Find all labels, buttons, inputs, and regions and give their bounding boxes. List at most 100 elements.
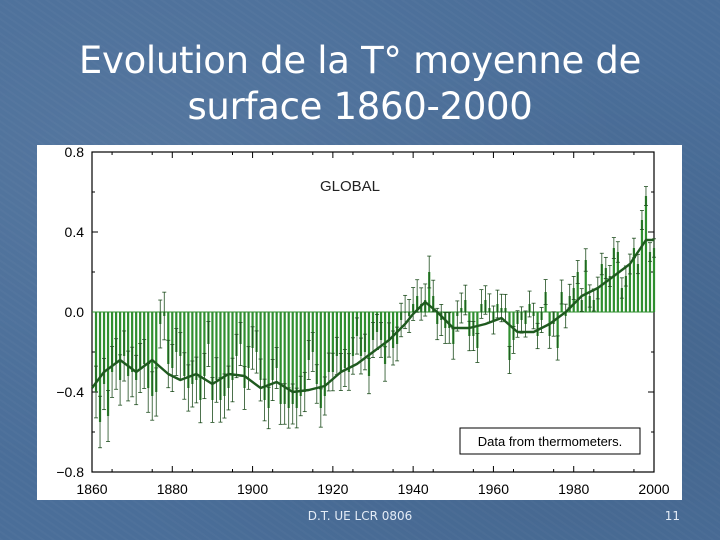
temperature-bar — [476, 312, 479, 348]
temperature-bar — [106, 312, 110, 416]
temperature-bar — [428, 272, 431, 312]
temperature-bar — [287, 312, 290, 408]
temperature-bar — [319, 312, 322, 408]
temperature-bar — [612, 248, 615, 312]
temperature-bar — [383, 312, 387, 364]
temperature-bar — [648, 252, 652, 312]
temperature-bar — [628, 264, 632, 312]
temperature-bar — [331, 312, 334, 372]
temperature-bar — [275, 312, 278, 368]
temperature-bar — [652, 248, 656, 312]
x-tick-label: 1940 — [398, 481, 429, 497]
temperature-bar — [219, 312, 222, 400]
temperature-bar — [247, 312, 250, 368]
y-tick-label: −0.4 — [56, 384, 84, 400]
temperature-bar — [335, 312, 338, 356]
temperature-bar — [303, 312, 306, 392]
temperature-bar — [295, 312, 298, 408]
temperature-bar — [343, 312, 347, 368]
temperature-bar — [271, 312, 274, 380]
temperature-bar — [644, 196, 648, 312]
temperature-bar — [339, 312, 342, 372]
temperature-bar — [596, 288, 599, 312]
temperature-bar — [131, 312, 134, 372]
temperature-bar — [211, 312, 214, 400]
temperature-bar — [283, 312, 286, 404]
temperature-bar — [139, 312, 142, 368]
temperature-bar — [640, 220, 644, 312]
x-tick-label: 1880 — [157, 481, 188, 497]
annotation-box — [459, 427, 641, 455]
temperature-bar — [127, 312, 130, 376]
temperature-bar — [584, 260, 587, 312]
temperature-bar — [311, 312, 314, 352]
temperature-bar — [363, 312, 367, 352]
temperature-bar — [155, 312, 158, 392]
temperature-bar — [512, 312, 515, 340]
x-tick-label: 2000 — [638, 481, 669, 497]
smoothed-curve — [91, 238, 654, 394]
x-tick-label: 1860 — [76, 481, 107, 497]
x-tick-label: 1920 — [317, 481, 348, 497]
temperature-bar — [263, 312, 266, 400]
temperature-bar — [259, 312, 262, 380]
temperature-bar — [243, 312, 246, 388]
temperature-bar — [508, 312, 511, 360]
temperature-bar — [114, 312, 118, 364]
annotation-text: Data from thermometers. — [478, 434, 623, 449]
temperature-bar — [94, 312, 98, 392]
temperature-bar — [600, 264, 603, 312]
x-tick-label: 1960 — [478, 481, 509, 497]
temperature-bar — [187, 312, 190, 388]
temperature-bar — [291, 312, 294, 404]
temperature-bar — [215, 312, 218, 380]
temperature-bar — [351, 312, 355, 356]
temperature-bar — [267, 312, 270, 408]
temperature-bar — [135, 312, 138, 380]
temperature-bar — [307, 312, 310, 360]
temperature-bar — [110, 312, 114, 372]
temperature-bar — [604, 268, 607, 312]
temperature-chart: 1860 1880 1900 1920 1940 1960 1980 2000 0.8 0.4 0.… — [56, 145, 669, 497]
temperature-bar — [279, 312, 282, 404]
temperature-bar — [323, 312, 326, 396]
temperature-bar — [367, 312, 371, 376]
temperature-bar — [167, 312, 170, 364]
temperature-bar — [315, 312, 318, 384]
y-tick-label: 0.0 — [65, 304, 85, 320]
temperature-bar — [624, 276, 628, 312]
temperature-bar — [616, 252, 619, 312]
temperature-bar — [391, 312, 395, 348]
temperature-bar — [556, 312, 559, 348]
temperature-bar — [359, 312, 363, 356]
temperature-bar — [118, 312, 122, 380]
temperature-bar — [231, 312, 234, 380]
x-tick-label: 1980 — [558, 481, 589, 497]
x-tick-label: 1900 — [237, 481, 268, 497]
temperature-bar — [151, 312, 154, 396]
chart-title: GLOBAL — [320, 178, 380, 195]
temperature-bar — [636, 264, 640, 312]
temperature-bar — [195, 312, 198, 380]
temperature-bar — [620, 288, 623, 312]
y-tick-label: 0.8 — [65, 145, 85, 160]
temperature-bar — [203, 312, 206, 376]
temperature-bar — [608, 276, 611, 312]
temperature-bar — [147, 312, 150, 388]
slide-page-number: 11 — [664, 509, 680, 523]
temperature-bar — [223, 312, 226, 396]
temperature-bar — [191, 312, 194, 384]
temperature-bar — [102, 312, 106, 384]
temperature-bar — [227, 312, 230, 388]
slide-footer: D.T. UE LCR 0806 — [307, 509, 413, 523]
y-tick-label: −0.8 — [56, 464, 84, 480]
temperature-bar — [98, 312, 102, 422]
slide-title-line-1: Evolution de la T° moyenne de — [78, 39, 642, 82]
temperature-bar — [143, 312, 146, 364]
slide-title-line-2: surface 1860-2000 — [187, 85, 533, 128]
temperature-bar — [632, 248, 636, 312]
temperature-bar — [171, 312, 174, 368]
slide-title: Evolution de la T° moyenne de surface 18… — [40, 38, 680, 130]
temperature-bar — [576, 272, 579, 312]
chart-panel: 1860 1880 1900 1920 1940 1960 1980 2000 0.8 0.4 0.… — [37, 145, 682, 500]
